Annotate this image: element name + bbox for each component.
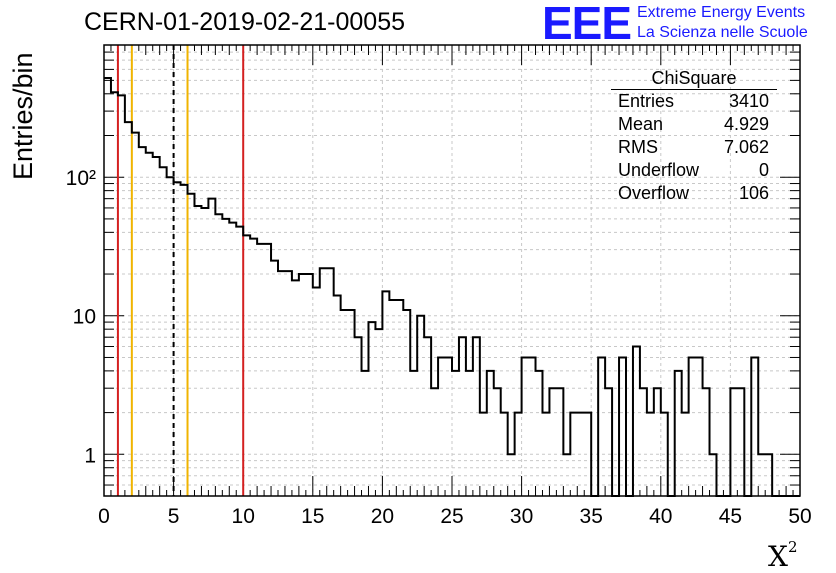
- logo-line-2: La Scienza nelle Scuole: [637, 24, 808, 41]
- stats-row-rms: RMS 7.062: [618, 137, 769, 157]
- stats-row-entries: Entries 3410: [618, 91, 769, 111]
- x-axis-label: X2: [768, 538, 798, 573]
- y-tick-label: 10: [73, 306, 96, 329]
- x-tick-label: 35: [580, 505, 603, 528]
- x-tick-label: 0: [98, 505, 110, 528]
- x-tick-label: 50: [788, 505, 811, 528]
- y-tick-label: 10²: [66, 167, 96, 190]
- stats-title: ChiSquare: [611, 67, 777, 90]
- logo-line-1: Extreme Energy Events: [637, 4, 806, 21]
- x-tick-label: 40: [649, 505, 672, 528]
- x-tick-label: 25: [440, 505, 463, 528]
- x-tick-label: 5: [168, 505, 180, 528]
- eee-logo: EEE: [542, 0, 632, 49]
- y-axis-label: Entries/bin: [8, 52, 38, 180]
- x-tick-label: 15: [301, 505, 324, 528]
- stats-row-underflow: Underflow 0: [618, 160, 769, 180]
- histogram-outline: [104, 77, 800, 497]
- plot-frame: [103, 44, 801, 497]
- stats-row-mean: Mean 4.929: [618, 114, 769, 134]
- stats-box: ChiSquare Entries 3410 Mean 4.929 RMS 7.062…: [611, 67, 777, 205]
- x-tick-label: 30: [510, 505, 533, 528]
- y-tick-label: 1: [84, 444, 96, 467]
- stats-row-overflow: Overflow 106: [618, 183, 769, 203]
- x-tick-label: 45: [719, 505, 742, 528]
- x-tick-label: 20: [371, 505, 394, 528]
- chart-title: CERN-01-2019-02-21-00055: [84, 8, 406, 36]
- x-tick-label: 10: [232, 505, 255, 528]
